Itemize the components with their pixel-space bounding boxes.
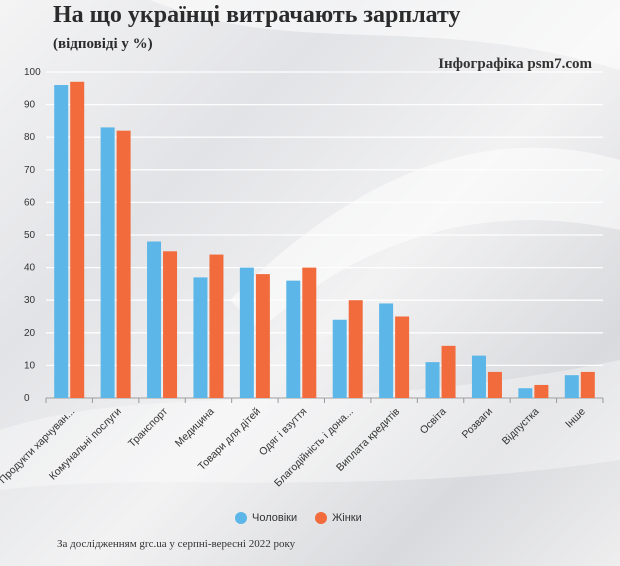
x-tick-label: Продукти харчуван... [0, 406, 77, 486]
x-tick-label: Транспорт [126, 406, 170, 450]
bar-men [518, 388, 533, 398]
y-tick-label: 70 [24, 165, 36, 176]
infographic-credit: Інфографіка psm7.com [438, 56, 592, 72]
y-tick-label: 90 [24, 100, 36, 111]
y-tick-label: 0 [24, 393, 30, 404]
bar-men [564, 375, 579, 398]
y-tick-label: 100 [24, 67, 41, 78]
y-tick-label: 80 [24, 132, 36, 143]
x-tick-label: Інше [563, 406, 588, 431]
bar-women [209, 254, 224, 398]
bar-women [580, 371, 595, 398]
y-tick-label: 20 [24, 328, 36, 339]
legend: Чоловіки Жінки [235, 512, 380, 524]
y-tick-label: 10 [24, 360, 36, 371]
bar-women [255, 274, 270, 398]
bar-women [441, 345, 456, 398]
bar-women [487, 371, 502, 398]
legend-swatch-men [235, 512, 247, 524]
y-tick-label: 30 [24, 295, 36, 306]
x-tick-label: Відпустка [500, 406, 542, 448]
bar-men [54, 85, 69, 398]
chart-title: На що українці витрачають зарплату [53, 2, 461, 28]
bar-women [348, 300, 363, 398]
bar-men [471, 355, 486, 398]
bar-women [163, 251, 178, 398]
bar-women [302, 267, 317, 398]
y-tick-label: 40 [24, 263, 36, 274]
source-note: За дослідженням grc.ua у серпні-вересні … [57, 538, 296, 550]
x-tick-label: Благодійність і дона... [272, 406, 356, 490]
bar-men [332, 319, 347, 398]
bar-men [425, 362, 440, 398]
bar-men [147, 241, 162, 398]
x-tick-label: Розваги [460, 406, 496, 442]
bar-men [379, 303, 394, 398]
bar-men [193, 277, 208, 398]
bar-women [70, 81, 85, 398]
legend-swatch-women [315, 512, 328, 524]
bar-men [239, 267, 254, 398]
bar-men [100, 127, 115, 399]
legend-label-men: Чоловіки [252, 512, 298, 524]
bar-women [116, 130, 131, 398]
y-tick-label: 60 [24, 197, 36, 208]
legend-item-women[interactable]: Жінки [315, 512, 362, 524]
chart-subtitle: (відповіді у %) [53, 36, 153, 52]
legend-item-men[interactable]: Чоловіки [235, 512, 297, 524]
x-tick-label: Медицина [173, 406, 217, 450]
bar-women [534, 384, 549, 398]
legend-label-women: Жінки [332, 512, 362, 524]
bar-men [286, 280, 301, 398]
y-tick-label: 50 [24, 230, 36, 241]
x-tick-label: Освіта [418, 406, 449, 437]
bar-women [395, 316, 410, 398]
